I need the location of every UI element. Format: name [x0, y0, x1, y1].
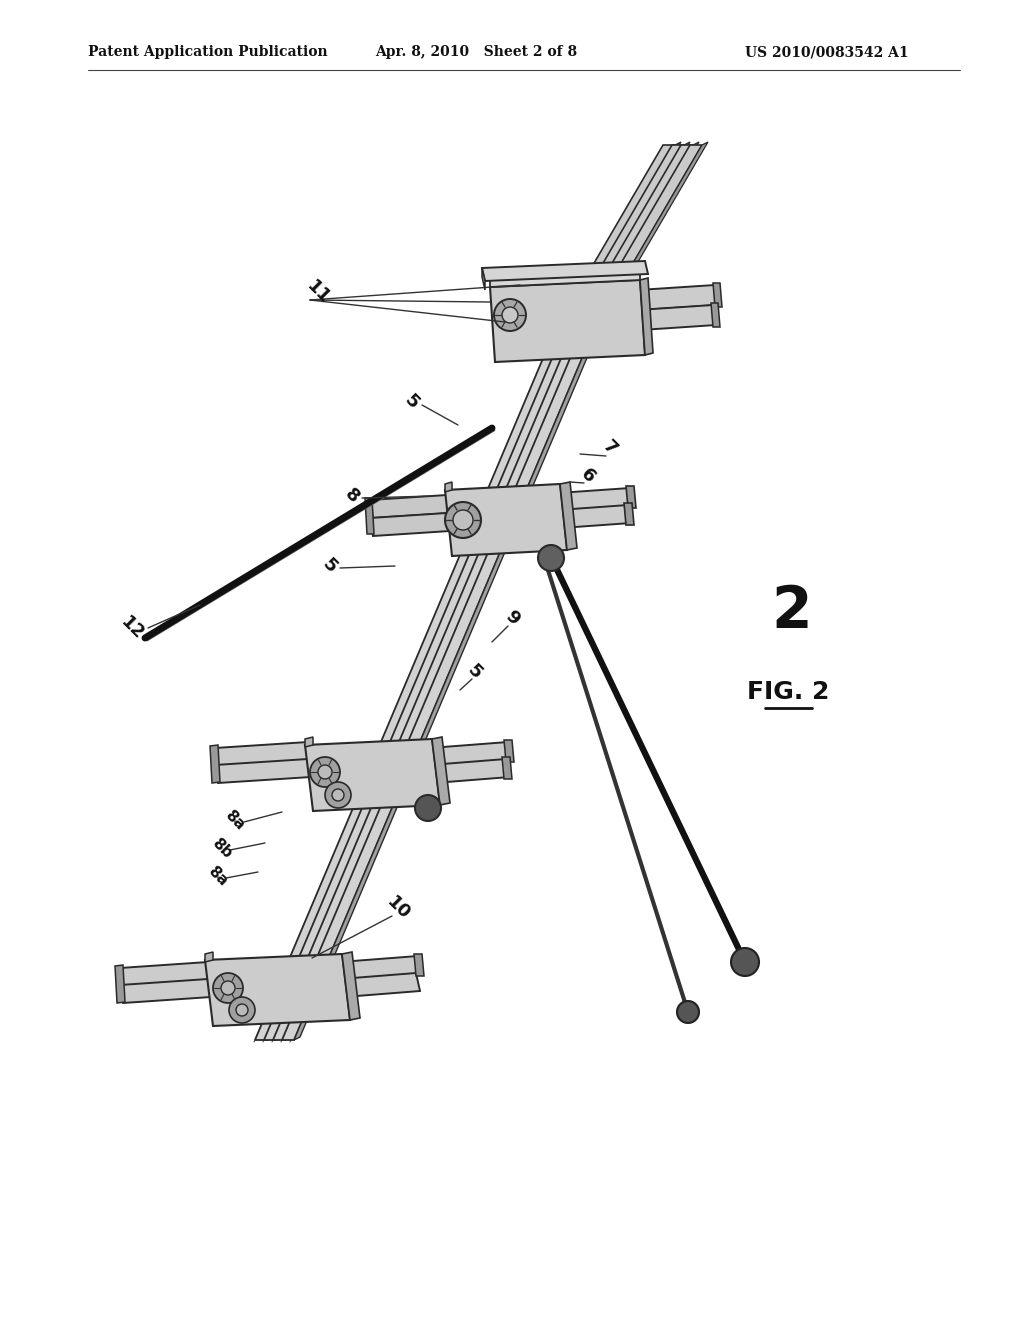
Text: 8: 8: [341, 486, 362, 507]
Circle shape: [229, 997, 255, 1023]
Polygon shape: [370, 495, 450, 517]
Polygon shape: [490, 265, 640, 286]
Circle shape: [453, 510, 473, 531]
Polygon shape: [294, 327, 600, 1040]
Polygon shape: [215, 742, 311, 766]
Polygon shape: [267, 327, 573, 1040]
Polygon shape: [575, 143, 690, 330]
Polygon shape: [340, 973, 420, 997]
Polygon shape: [282, 330, 594, 1040]
Polygon shape: [582, 145, 702, 330]
Polygon shape: [445, 484, 567, 556]
Polygon shape: [210, 744, 220, 783]
Text: 11: 11: [303, 277, 333, 308]
Circle shape: [677, 1001, 699, 1023]
Polygon shape: [205, 952, 213, 962]
Text: 2: 2: [772, 583, 812, 640]
Circle shape: [415, 795, 441, 821]
Polygon shape: [285, 327, 591, 1040]
Polygon shape: [490, 280, 645, 362]
Text: 8a: 8a: [222, 808, 248, 833]
Polygon shape: [713, 282, 722, 308]
Polygon shape: [115, 965, 125, 1003]
Polygon shape: [264, 330, 575, 1040]
Polygon shape: [560, 482, 577, 550]
Text: US 2010/0083542 A1: US 2010/0083542 A1: [745, 45, 908, 59]
Polygon shape: [638, 305, 716, 330]
Circle shape: [502, 308, 518, 323]
Circle shape: [445, 502, 481, 539]
Polygon shape: [432, 737, 450, 805]
Text: 8b: 8b: [209, 836, 234, 861]
Polygon shape: [305, 739, 440, 810]
Text: 10: 10: [383, 892, 414, 923]
Polygon shape: [273, 330, 585, 1040]
Circle shape: [538, 545, 564, 572]
Polygon shape: [255, 330, 567, 1040]
Polygon shape: [365, 498, 374, 535]
Polygon shape: [555, 145, 675, 330]
Text: 5: 5: [319, 556, 341, 577]
Polygon shape: [305, 737, 313, 747]
Circle shape: [213, 973, 243, 1003]
Polygon shape: [626, 486, 636, 508]
Polygon shape: [624, 503, 634, 525]
Polygon shape: [573, 145, 693, 330]
Polygon shape: [430, 759, 510, 783]
Text: 8a: 8a: [205, 863, 230, 888]
Text: 5: 5: [401, 391, 423, 413]
Circle shape: [318, 766, 332, 779]
Text: Patent Application Publication: Patent Application Publication: [88, 45, 328, 59]
Polygon shape: [340, 956, 422, 979]
Circle shape: [221, 981, 234, 995]
Polygon shape: [370, 513, 450, 536]
Polygon shape: [414, 954, 424, 975]
Circle shape: [325, 781, 351, 808]
Text: FIG. 2: FIG. 2: [746, 680, 829, 704]
Circle shape: [494, 300, 526, 331]
Circle shape: [731, 948, 759, 975]
Circle shape: [236, 1005, 248, 1016]
Polygon shape: [120, 962, 211, 986]
Polygon shape: [205, 954, 350, 1026]
Polygon shape: [558, 506, 631, 528]
Polygon shape: [482, 268, 485, 290]
Polygon shape: [558, 488, 633, 511]
Polygon shape: [215, 759, 311, 783]
Text: 7: 7: [599, 437, 621, 459]
Polygon shape: [276, 327, 582, 1040]
Polygon shape: [504, 741, 514, 762]
Text: Apr. 8, 2010   Sheet 2 of 8: Apr. 8, 2010 Sheet 2 of 8: [375, 45, 578, 59]
Text: 12: 12: [117, 612, 147, 643]
Text: 5: 5: [464, 661, 485, 682]
Polygon shape: [430, 742, 512, 766]
Polygon shape: [120, 979, 211, 1003]
Polygon shape: [585, 143, 699, 330]
Polygon shape: [638, 285, 718, 310]
Text: 6: 6: [578, 465, 599, 487]
Polygon shape: [564, 145, 684, 330]
Polygon shape: [594, 143, 708, 330]
Polygon shape: [711, 304, 720, 327]
Polygon shape: [342, 952, 360, 1020]
Polygon shape: [502, 756, 512, 779]
Text: 9: 9: [501, 607, 523, 628]
Circle shape: [332, 789, 344, 801]
Polygon shape: [640, 279, 653, 355]
Polygon shape: [482, 261, 648, 281]
Polygon shape: [567, 143, 681, 330]
Polygon shape: [445, 482, 452, 492]
Circle shape: [310, 756, 340, 787]
